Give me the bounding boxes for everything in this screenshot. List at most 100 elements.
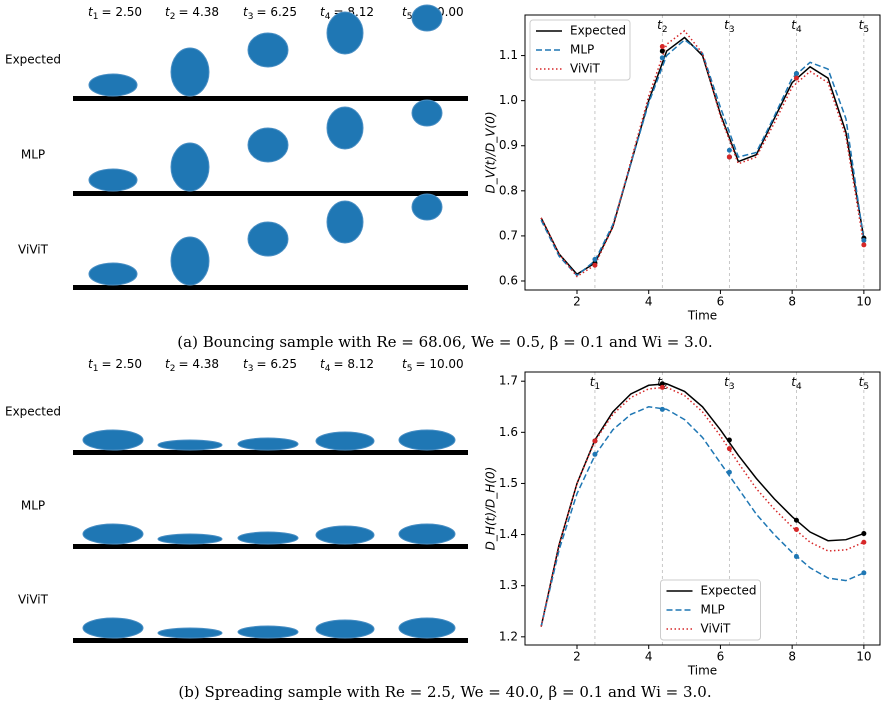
droplet — [170, 142, 210, 192]
equals: = 6.25 — [256, 5, 297, 19]
droplet — [170, 47, 210, 97]
marker-point — [726, 147, 732, 153]
axes-frame — [524, 14, 881, 291]
time-label: t1 = 2.50 — [88, 5, 142, 22]
equals: = 4.38 — [178, 357, 219, 371]
marker-point — [793, 526, 799, 532]
var: t — [88, 5, 94, 19]
y-axis-label: D_H(t)/D_H(0) — [484, 467, 498, 551]
droplet — [315, 619, 375, 639]
droplet — [157, 627, 223, 639]
droplet — [326, 11, 364, 55]
marker-label: t5 — [859, 375, 869, 392]
x-tick-label: 6 — [717, 295, 725, 309]
time-label: t3 = 6.25 — [243, 5, 297, 22]
subscript: 2 — [662, 25, 668, 35]
series-line — [540, 386, 865, 627]
droplet — [398, 429, 456, 451]
var: t — [243, 357, 249, 371]
var: t — [724, 375, 730, 389]
x-tick-label: 2 — [573, 295, 581, 309]
var: t — [724, 18, 730, 32]
droplet — [82, 523, 144, 545]
marker-point — [659, 406, 665, 412]
subscript: 4 — [796, 382, 802, 392]
subscript: 2 — [662, 382, 668, 392]
droplet — [411, 99, 443, 127]
x-tick-label: 4 — [645, 295, 653, 309]
y-tick-label: 0.9 — [499, 138, 518, 152]
subscript: 3 — [729, 382, 735, 392]
ground — [73, 96, 468, 101]
marker-point — [659, 384, 665, 390]
series-line — [540, 29, 865, 278]
marker-label: t5 — [859, 18, 869, 35]
droplet — [237, 531, 299, 545]
subscript: 4 — [325, 364, 331, 374]
x-tick-label: 10 — [856, 650, 871, 664]
marker-label: t1 — [590, 375, 600, 392]
marker-point — [726, 469, 732, 475]
subscript: 3 — [248, 364, 254, 374]
var: t — [657, 375, 663, 389]
droplet — [170, 236, 210, 286]
x-tick-label: 10 — [856, 295, 871, 309]
marker-label: t2 — [657, 18, 667, 35]
droplet — [88, 168, 138, 192]
subscript: 4 — [325, 12, 331, 22]
marker-point — [659, 48, 665, 54]
marker-point — [659, 55, 665, 61]
equals: = 4.38 — [178, 5, 219, 19]
x-tick-label: 6 — [717, 650, 725, 664]
y-tick-label: 1.4 — [499, 527, 518, 541]
droplet — [88, 73, 138, 97]
droplet — [157, 439, 223, 451]
droplet — [247, 127, 289, 163]
y-tick-label: 0.6 — [499, 273, 518, 287]
marker-point — [592, 451, 598, 457]
ground — [73, 285, 468, 290]
legend-label: ViViT — [570, 62, 601, 76]
x-axis-label: Time — [687, 664, 717, 678]
y-tick-label: 0.8 — [499, 183, 518, 197]
subscript: 5 — [863, 25, 869, 35]
marker-label: t3 — [724, 375, 734, 392]
subscript: 2 — [170, 12, 176, 22]
time-label: t1 = 2.50 — [88, 357, 142, 374]
legend-label: ViViT — [701, 622, 732, 636]
legend-box — [660, 579, 761, 641]
equals: = 2.50 — [101, 5, 142, 19]
time-label: t3 = 6.25 — [243, 357, 297, 374]
var: t — [320, 5, 326, 19]
row-label: Expected — [5, 53, 61, 67]
droplet — [315, 431, 375, 451]
equals: = 2.50 — [101, 357, 142, 371]
legend-label: Expected — [570, 24, 626, 38]
subscript: 5 — [407, 12, 413, 22]
marker-label: t4 — [791, 375, 802, 392]
caption: (b) Spreading sample with Re = 2.5, We =… — [178, 683, 711, 701]
y-tick-label: 1.6 — [499, 425, 518, 439]
marker-label: t3 — [724, 18, 734, 35]
ground — [73, 638, 468, 643]
var: t — [402, 5, 408, 19]
legend-label: Expected — [701, 584, 757, 598]
droplet — [157, 533, 223, 545]
subscript: 4 — [796, 25, 802, 35]
droplet — [398, 617, 456, 639]
row-label: MLP — [21, 499, 45, 513]
y-tick-label: 1.2 — [499, 629, 518, 643]
marker-point — [726, 446, 732, 452]
caption: (a) Bouncing sample with Re = 68.06, We … — [177, 333, 712, 351]
var: t — [88, 357, 94, 371]
var: t — [859, 18, 865, 32]
subscript: 1 — [594, 382, 600, 392]
droplet — [237, 437, 299, 451]
marker-label: t4 — [791, 18, 802, 35]
marker-label: t2 — [657, 375, 667, 392]
marker-point — [592, 256, 598, 262]
subscript: 3 — [729, 25, 735, 35]
marker-point — [861, 242, 867, 248]
y-tick-label: 1.1 — [499, 48, 518, 62]
var: t — [791, 18, 797, 32]
